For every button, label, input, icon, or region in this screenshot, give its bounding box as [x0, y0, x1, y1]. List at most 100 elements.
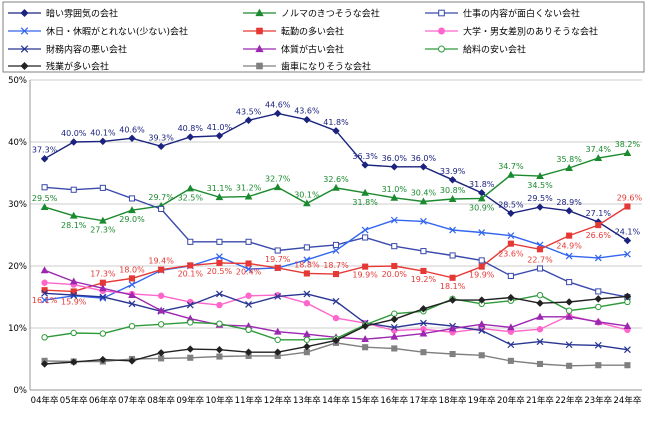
data-point-marker [40, 360, 49, 368]
data-point-marker [361, 322, 369, 330]
data-label: 28.5% [498, 200, 524, 209]
data-point-marker [507, 209, 515, 218]
data-labels: 37.3%40.0% 40.1% 40.6%39.3% 40.8% 41.0%43.5%… [32, 101, 643, 307]
data-point-marker [478, 327, 486, 334]
data-point-marker [623, 149, 632, 157]
data-point-marker [438, 9, 445, 17]
data-point-marker [507, 240, 514, 247]
series [41, 184, 631, 301]
data-point-marker [565, 207, 573, 215]
data-point-marker [303, 244, 310, 251]
data-point-marker [477, 194, 486, 202]
data-point-marker [624, 346, 631, 354]
data-point-marker [303, 290, 311, 298]
data-point-marker [624, 250, 631, 258]
data-point-marker [565, 312, 573, 320]
data-point-marker [40, 203, 49, 210]
data-point-marker [595, 362, 602, 369]
x-tick-label: 19年卒 [468, 395, 496, 406]
data-point-marker [303, 256, 311, 264]
x-tick-label: 17年卒 [410, 395, 438, 406]
series [41, 289, 631, 354]
legend-entry: 財務内容の悪い会社 [8, 44, 127, 56]
data-point-marker [565, 252, 573, 260]
x-tick-label: 14年卒 [322, 395, 350, 406]
legend-entry: 暗い雰囲気の会社 [8, 8, 118, 20]
data-point-marker [507, 357, 514, 364]
data-point-marker [20, 45, 29, 53]
x-tick-label: 06年卒 [89, 395, 117, 406]
data-point-marker [215, 193, 224, 201]
data-point-marker [128, 134, 136, 142]
data-point-marker [244, 192, 253, 200]
data-point-marker [449, 350, 456, 358]
data-point-marker [420, 267, 427, 275]
data-point-marker [187, 238, 194, 245]
data-label: 38.2% [615, 140, 641, 149]
data-point-marker [158, 205, 165, 213]
data-point-marker [273, 327, 282, 335]
x-tick-label: 09年卒 [176, 395, 204, 406]
data-point-marker [594, 154, 603, 162]
data-point-marker [477, 320, 486, 328]
data-label: 20.4% [236, 268, 262, 277]
data-label: 30.1% [294, 190, 320, 199]
data-point-marker [332, 271, 340, 278]
data-point-marker [274, 109, 282, 118]
data-point-marker [187, 262, 194, 269]
data-point-marker [99, 184, 106, 191]
data-point-marker [448, 195, 457, 202]
data-point-marker [449, 252, 456, 259]
data-label: 20.1% [178, 269, 204, 278]
data-point-marker [69, 277, 78, 285]
data-point-marker [244, 116, 253, 125]
data-point-marker [128, 281, 136, 289]
data-point-marker [390, 332, 399, 340]
data-label: 39.3% [148, 133, 174, 142]
legend-label: 暗い雰囲気の会社 [46, 8, 118, 20]
data-label: 36.0% [411, 154, 437, 163]
legend-entry: 歯車になりそうな会社 [243, 61, 371, 73]
legend-entry: 給料の安い会社 [425, 44, 526, 56]
y-tick-label: 10% [8, 324, 27, 334]
data-label: 32.7% [265, 174, 291, 183]
data-point-marker [595, 288, 602, 295]
data-label: 29.0% [119, 215, 145, 224]
data-point-marker [507, 293, 515, 302]
data-point-marker [623, 236, 632, 245]
data-point-marker [303, 115, 311, 124]
data-point-marker [245, 326, 252, 334]
data-point-marker [390, 323, 398, 331]
data-label: 18.1% [440, 282, 466, 291]
data-point-marker [20, 61, 29, 71]
data-point-marker [128, 300, 136, 308]
data-point-marker [128, 357, 136, 365]
data-point-marker [332, 247, 340, 254]
data-label: 40.1% [90, 128, 116, 137]
data-point-marker [157, 292, 165, 299]
data-point-marker [565, 298, 573, 306]
data-point-marker [99, 293, 107, 301]
data-point-marker [20, 8, 29, 18]
data-point-marker [478, 229, 486, 236]
data-point-marker [187, 354, 194, 361]
data-point-marker [70, 288, 77, 295]
data-point-marker [391, 243, 398, 250]
data-point-marker [256, 27, 263, 35]
data-point-marker [99, 284, 107, 292]
data-label: 44.6% [265, 101, 291, 110]
data-point-marker [536, 360, 544, 368]
data-point-marker [41, 289, 48, 297]
data-point-marker [390, 315, 398, 324]
data-point-marker [128, 291, 136, 299]
data-point-marker [215, 345, 224, 354]
data-label: 40.8% [178, 124, 204, 133]
legend-entry: 休日・休暇がとれない(少ない)会社 [8, 26, 188, 38]
data-point-marker [565, 307, 573, 314]
data-point-marker [536, 299, 544, 307]
legend-label: 休日・休暇がとれない(少ない)会社 [46, 26, 188, 38]
data-point-marker [361, 335, 369, 343]
data-point-marker [245, 301, 252, 308]
data-label: 18.7% [323, 261, 349, 270]
